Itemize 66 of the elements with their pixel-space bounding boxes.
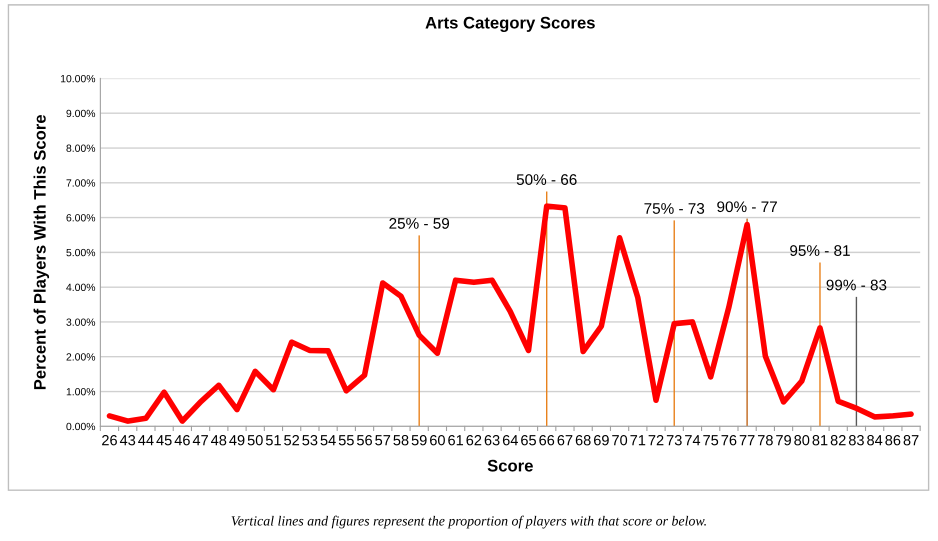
x-tick-label: 78 [758,435,773,446]
y-tick-label: 4.00% [66,284,96,292]
x-tick-label: 73 [666,435,682,446]
x-tick-label: 59 [412,435,427,446]
x-tick-label: 52 [284,435,300,446]
y-tick-label: 1.00% [66,388,96,396]
x-tick-label: 46 [174,435,190,446]
ref-line-label: 50% - 66 [516,174,577,185]
x-tick-label: 65 [521,435,536,446]
x-tick-label: 84 [867,435,882,446]
x-tick-label: 86 [885,435,900,446]
ref-line-label: 95% - 81 [790,245,850,256]
x-tick-label: 81 [812,435,828,446]
y-axis-title: Percent of Players With This Score [34,115,50,390]
x-tick-label: 50 [248,435,263,446]
x-tick-label: 49 [229,435,244,446]
x-tick-label: 54 [320,435,336,446]
y-tick-label: 8.00% [66,144,96,152]
x-tick-label: 74 [685,435,700,446]
x-tick-label: 45 [156,435,172,446]
x-tick-label: 55 [338,435,354,446]
x-tick-label: 60 [430,435,445,446]
ref-line-label: 75% - 73 [644,203,704,214]
x-tick-label: 70 [612,435,628,446]
x-tick-label: 77 [740,435,754,446]
x-tick-label: 43 [120,435,136,446]
y-tick-label: 10.00% [60,74,96,82]
x-tick-label: 62 [466,435,482,446]
y-tick-label: 0.00% [66,422,96,430]
x-tick-label: 82 [830,435,846,446]
ref-line-label: 99% - 83 [826,280,886,290]
x-tick-label: 56 [357,435,372,446]
y-tick-label: 5.00% [66,248,96,256]
x-tick-label: 53 [302,435,318,446]
y-tick-label: 3.00% [66,318,96,326]
x-tick-label: 67 [558,435,572,446]
x-tick-label: 75 [703,435,718,446]
x-tick-label: 87 [904,435,918,446]
y-tick-label: 9.00% [66,110,96,118]
x-tick-label: 83 [848,435,864,446]
x-tick-label: 71 [630,435,646,446]
x-axis-title: Score [488,460,533,472]
x-tick-label: 57 [375,435,390,446]
y-tick-label: 7.00% [66,179,96,187]
x-tick-label: 80 [794,435,810,446]
x-tick-label: 63 [484,435,500,446]
y-tick-label: 2.00% [66,353,96,361]
x-tick-label: 47 [192,435,208,446]
ref-line-label: 25% - 59 [389,218,450,229]
x-tick-label: 51 [266,435,281,446]
ref-line-label: 90% - 77 [717,201,777,212]
chart-title: Arts Category Scores [425,16,595,32]
x-tick-label: 79 [776,435,791,446]
x-tick-label: 26 [102,435,117,446]
x-tick-label: 66 [539,435,554,446]
x-tick-label: 72 [648,435,664,446]
x-tick-label: 76 [722,435,736,446]
y-tick-label: 6.00% [66,214,96,222]
x-tick-label: 58 [393,435,408,446]
x-tick-label: 61 [448,435,464,446]
x-tick-label: 68 [576,435,591,446]
x-tick-label: 64 [502,435,518,446]
x-tick-label: 44 [138,435,154,446]
x-tick-label: 69 [594,435,609,446]
text: Vertical lines and figures represent the proportion of players with that score or below. [232,516,706,528]
x-tick-label: 48 [211,435,226,446]
